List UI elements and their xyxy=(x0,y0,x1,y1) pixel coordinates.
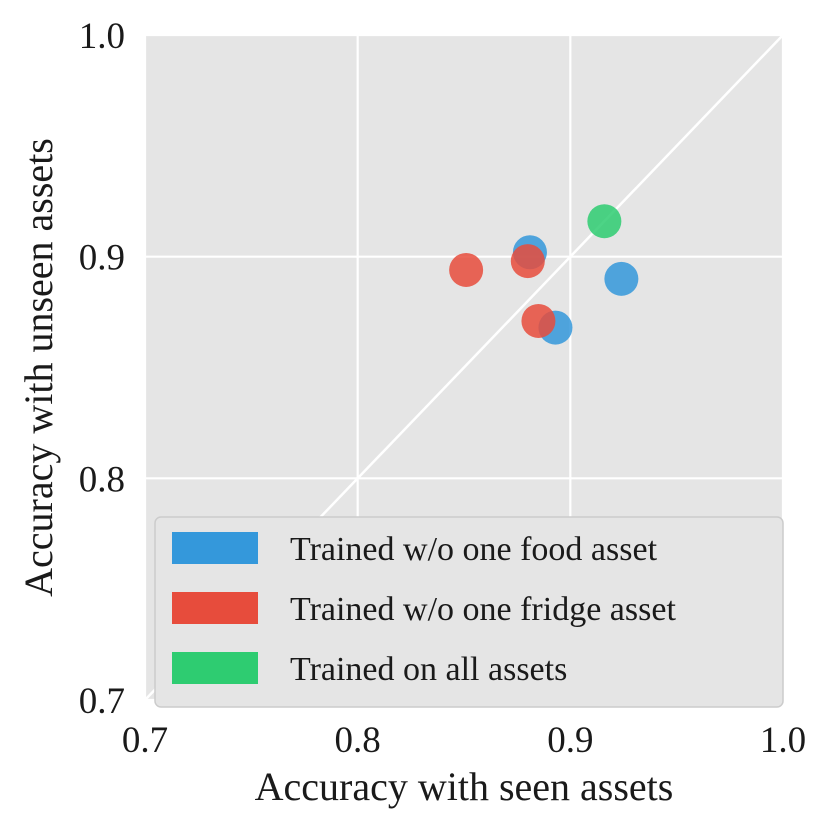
legend-label-1: Trained w/o one fridge asset xyxy=(290,591,676,628)
legend-swatch-1 xyxy=(172,592,258,624)
point-series-1-2 xyxy=(521,303,556,338)
y-tick-label: 0.9 xyxy=(79,238,125,279)
legend-label-2: Trained on all assets xyxy=(290,651,567,688)
y-axis-label: Accuracy with unseen assets xyxy=(16,138,61,597)
x-tick-label: 0.7 xyxy=(122,720,168,761)
y-tick-label: 0.8 xyxy=(79,459,125,500)
y-tick-labels: 0.7 0.8 0.9 1.0 xyxy=(79,16,125,722)
legend: Trained w/o one food asset Trained w/o on… xyxy=(154,516,784,708)
point-series-1-1 xyxy=(510,244,545,279)
x-tick-label: 0.8 xyxy=(335,720,381,761)
point-series-2-0 xyxy=(587,204,622,239)
point-series-1-0 xyxy=(449,252,484,287)
point-series-0-2 xyxy=(604,261,639,296)
legend-swatch-2 xyxy=(172,652,258,684)
data-points xyxy=(449,204,639,345)
y-tick-label: 0.7 xyxy=(79,681,125,722)
x-axis-label: Accuracy with seen assets xyxy=(255,764,674,809)
x-tick-label: 0.9 xyxy=(547,720,593,761)
x-tick-label: 1.0 xyxy=(760,720,806,761)
x-tick-labels: 0.7 0.8 0.9 1.0 xyxy=(122,720,806,761)
legend-box xyxy=(154,516,784,708)
y-tick-label: 1.0 xyxy=(79,16,125,57)
legend-swatch-0 xyxy=(172,532,258,564)
legend-label-0: Trained w/o one food asset xyxy=(290,531,658,568)
grid-lines xyxy=(143,33,785,702)
